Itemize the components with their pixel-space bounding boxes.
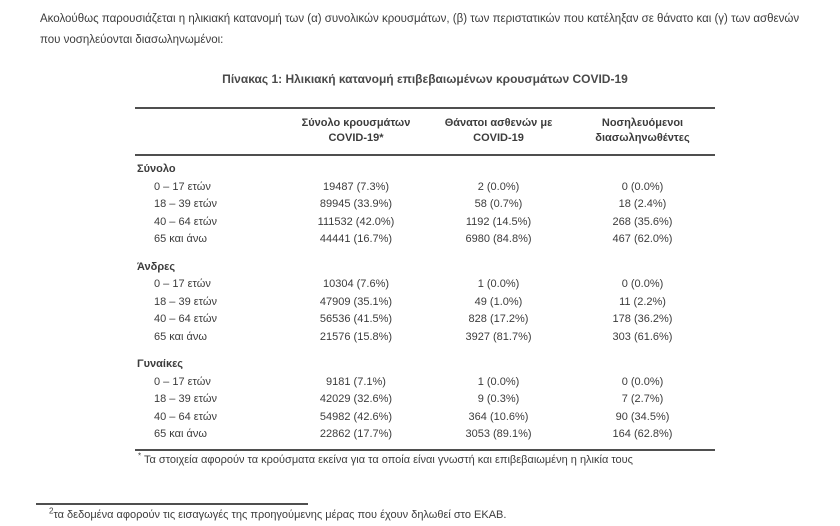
header-row: Σύνολο κρουσμάτων COVID-19* Θάνατοι ασθε… [135,108,715,156]
age-group-label: 40 – 64 ετών [154,215,217,228]
cases-value: 44441 (16.7%) [319,233,393,245]
intubated-value: 0 (0.0%) [621,180,664,193]
cases-value: 10304 (7.6%) [322,278,390,290]
intubated-value: 303 (61.6%) [612,330,673,343]
table-body: Σύνολο 0 – 17 ετών 19487 (7.3%) 2 (0.0%)… [135,155,715,450]
section-label-men: Άνδρες [137,260,176,273]
column-header-deaths: Θάνατοι ασθενών με COVID-19 [427,108,570,156]
intubated-value: 0 (0.0%) [621,375,664,388]
empty-header-cell [135,108,285,156]
intubated-value: 467 (62.0%) [612,233,673,245]
cases-value: 9181 (7.1%) [326,375,386,388]
column-header-line: COVID-19 [473,132,524,144]
section-header-row: Άνδρες [135,254,715,277]
intubated-value: 164 (62.8%) [612,428,673,440]
intubated-value: 7 (2.7%) [621,393,664,405]
section-label-total: Σύνολο [137,163,176,175]
intubated-value: 178 (36.2%) [612,313,673,325]
table-footnote: * Τα στοιχεία αφορούν τα κρούσματα εκείν… [135,450,715,466]
table-footnote-text: Τα στοιχεία αφορούν τα κρούσματα εκείνα … [141,453,633,466]
intubated-value: 90 (34.5%) [615,410,670,423]
page-footnote-text: τα δεδομένα αφορούν τις εισαγωγές της πρ… [53,508,507,521]
age-group-label: 0 – 17 ετών [154,180,211,193]
age-group-label: 18 – 39 ετών [154,393,217,405]
intro-paragraph: Ακολούθως παρουσιάζεται η ηλικιακή καταν… [40,13,800,46]
table-row: 18 – 39 ετών 47909 (35.1%) 49 (1.0%) 11 … [135,294,715,312]
deaths-value: 9 (0.3%) [477,393,520,405]
table-row: 40 – 64 ετών 54982 (42.6%) 364 (10.6%) 9… [135,409,715,427]
section-header-row: Σύνολο [135,155,715,179]
intubated-value: 0 (0.0%) [621,278,664,290]
age-group-label: 0 – 17 ετών [154,375,211,388]
footnote-marker-asterisk: * [138,450,142,460]
age-group-label: 65 και άνω [154,428,207,440]
cases-value: 19487 (7.3%) [322,180,390,193]
deaths-value: 58 (0.7%) [474,198,523,210]
cases-value: 47909 (35.1%) [319,295,393,308]
cases-value: 21576 (15.8%) [319,330,393,343]
cases-value: 111532 (42.0%) [317,215,395,228]
deaths-value: 49 (1.0%) [474,295,523,308]
deaths-value: 6980 (84.8%) [465,233,532,245]
column-header-line: Νοσηλευόμενοι [601,117,684,129]
table-row: 40 – 64 ετών 111532 (42.0%) 1192 (14.5%)… [135,214,715,232]
table-header: Σύνολο κρουσμάτων COVID-19* Θάνατοι ασθε… [135,108,715,156]
column-header-intubated: Νοσηλευόμενοι διασωληνωθέντες [570,108,715,156]
column-header-line: Σύνολο κρουσμάτων [301,117,411,129]
deaths-value: 2 (0.0%) [477,180,520,193]
table-row: 65 και άνω 44441 (16.7%) 6980 (84.8%) 46… [135,231,715,254]
table-row: 65 και άνω 21576 (15.8%) 3927 (81.7%) 30… [135,329,715,352]
column-header-line: διασωληνωθέντες [595,132,690,144]
age-group-label: 40 – 64 ετών [154,313,217,325]
table-row: 18 – 39 ετών 89945 (33.9%) 58 (0.7%) 18 … [135,196,715,214]
intubated-value: 18 (2.4%) [618,198,667,210]
intubated-value: 11 (2.2%) [619,295,666,308]
cases-value: 56536 (41.5%) [319,313,393,325]
cases-value: 89945 (33.9%) [319,198,393,210]
age-group-label: 18 – 39 ετών [154,198,217,210]
table-row: 0 – 17 ετών 9181 (7.1%) 1 (0.0%) 0 (0.0%… [135,374,715,392]
deaths-value: 1 (0.0%) [477,278,520,290]
age-group-label: 65 και άνω [154,330,207,343]
table-row: 0 – 17 ετών 10304 (7.6%) 1 (0.0%) 0 (0.0… [135,276,715,294]
age-group-label: 65 και άνω [154,233,207,245]
page-footnote: 2τα δεδομένα αφορούν τις εισαγωγές της π… [40,505,802,521]
table-title: Πίνακας 1: Ηλικιακή κατανομή επιβεβαιωμέ… [222,72,628,86]
age-group-label: 40 – 64 ετών [154,410,217,423]
covid-age-distribution-table: Σύνολο κρουσμάτων COVID-19* Θάνατοι ασθε… [135,107,715,451]
table-row: 65 και άνω 22862 (17.7%) 3053 (89.1%) 16… [135,426,715,450]
intubated-value: 268 (35.6%) [612,215,673,228]
age-group-label: 0 – 17 ετών [154,278,211,290]
column-header-line: COVID-19* [328,132,384,144]
table-container: Πίνακας 1: Ηλικιακή κατανομή επιβεβαιωμέ… [135,72,715,466]
table-row: 40 – 64 ετών 56536 (41.5%) 828 (17.2%) 1… [135,311,715,329]
table-row: 18 – 39 ετών 42029 (32.6%) 9 (0.3%) 7 (2… [135,391,715,409]
section-header-row: Γυναίκες [135,351,715,374]
deaths-value: 828 (17.2%) [468,313,529,325]
cases-value: 42029 (32.6%) [319,393,393,405]
cases-value: 22862 (17.7%) [319,428,393,440]
deaths-value: 364 (10.6%) [468,410,529,423]
deaths-value: 3927 (81.7%) [465,330,532,343]
column-header-line: Θάνατοι ασθενών με [444,117,553,129]
deaths-value: 3053 (89.1%) [465,428,532,440]
deaths-value: 1 (0.0%) [477,375,520,388]
deaths-value: 1192 (14.5%) [465,215,532,228]
column-header-cases: Σύνολο κρουσμάτων COVID-19* [285,108,427,156]
section-label-women: Γυναίκες [137,358,184,370]
footnote-divider-rule [36,502,308,505]
cases-value: 54982 (42.6%) [319,410,393,423]
table-row: 0 – 17 ετών 19487 (7.3%) 2 (0.0%) 0 (0.0… [135,179,715,197]
footnote-marker-2: 2 [49,505,54,515]
age-group-label: 18 – 39 ετών [154,295,217,308]
